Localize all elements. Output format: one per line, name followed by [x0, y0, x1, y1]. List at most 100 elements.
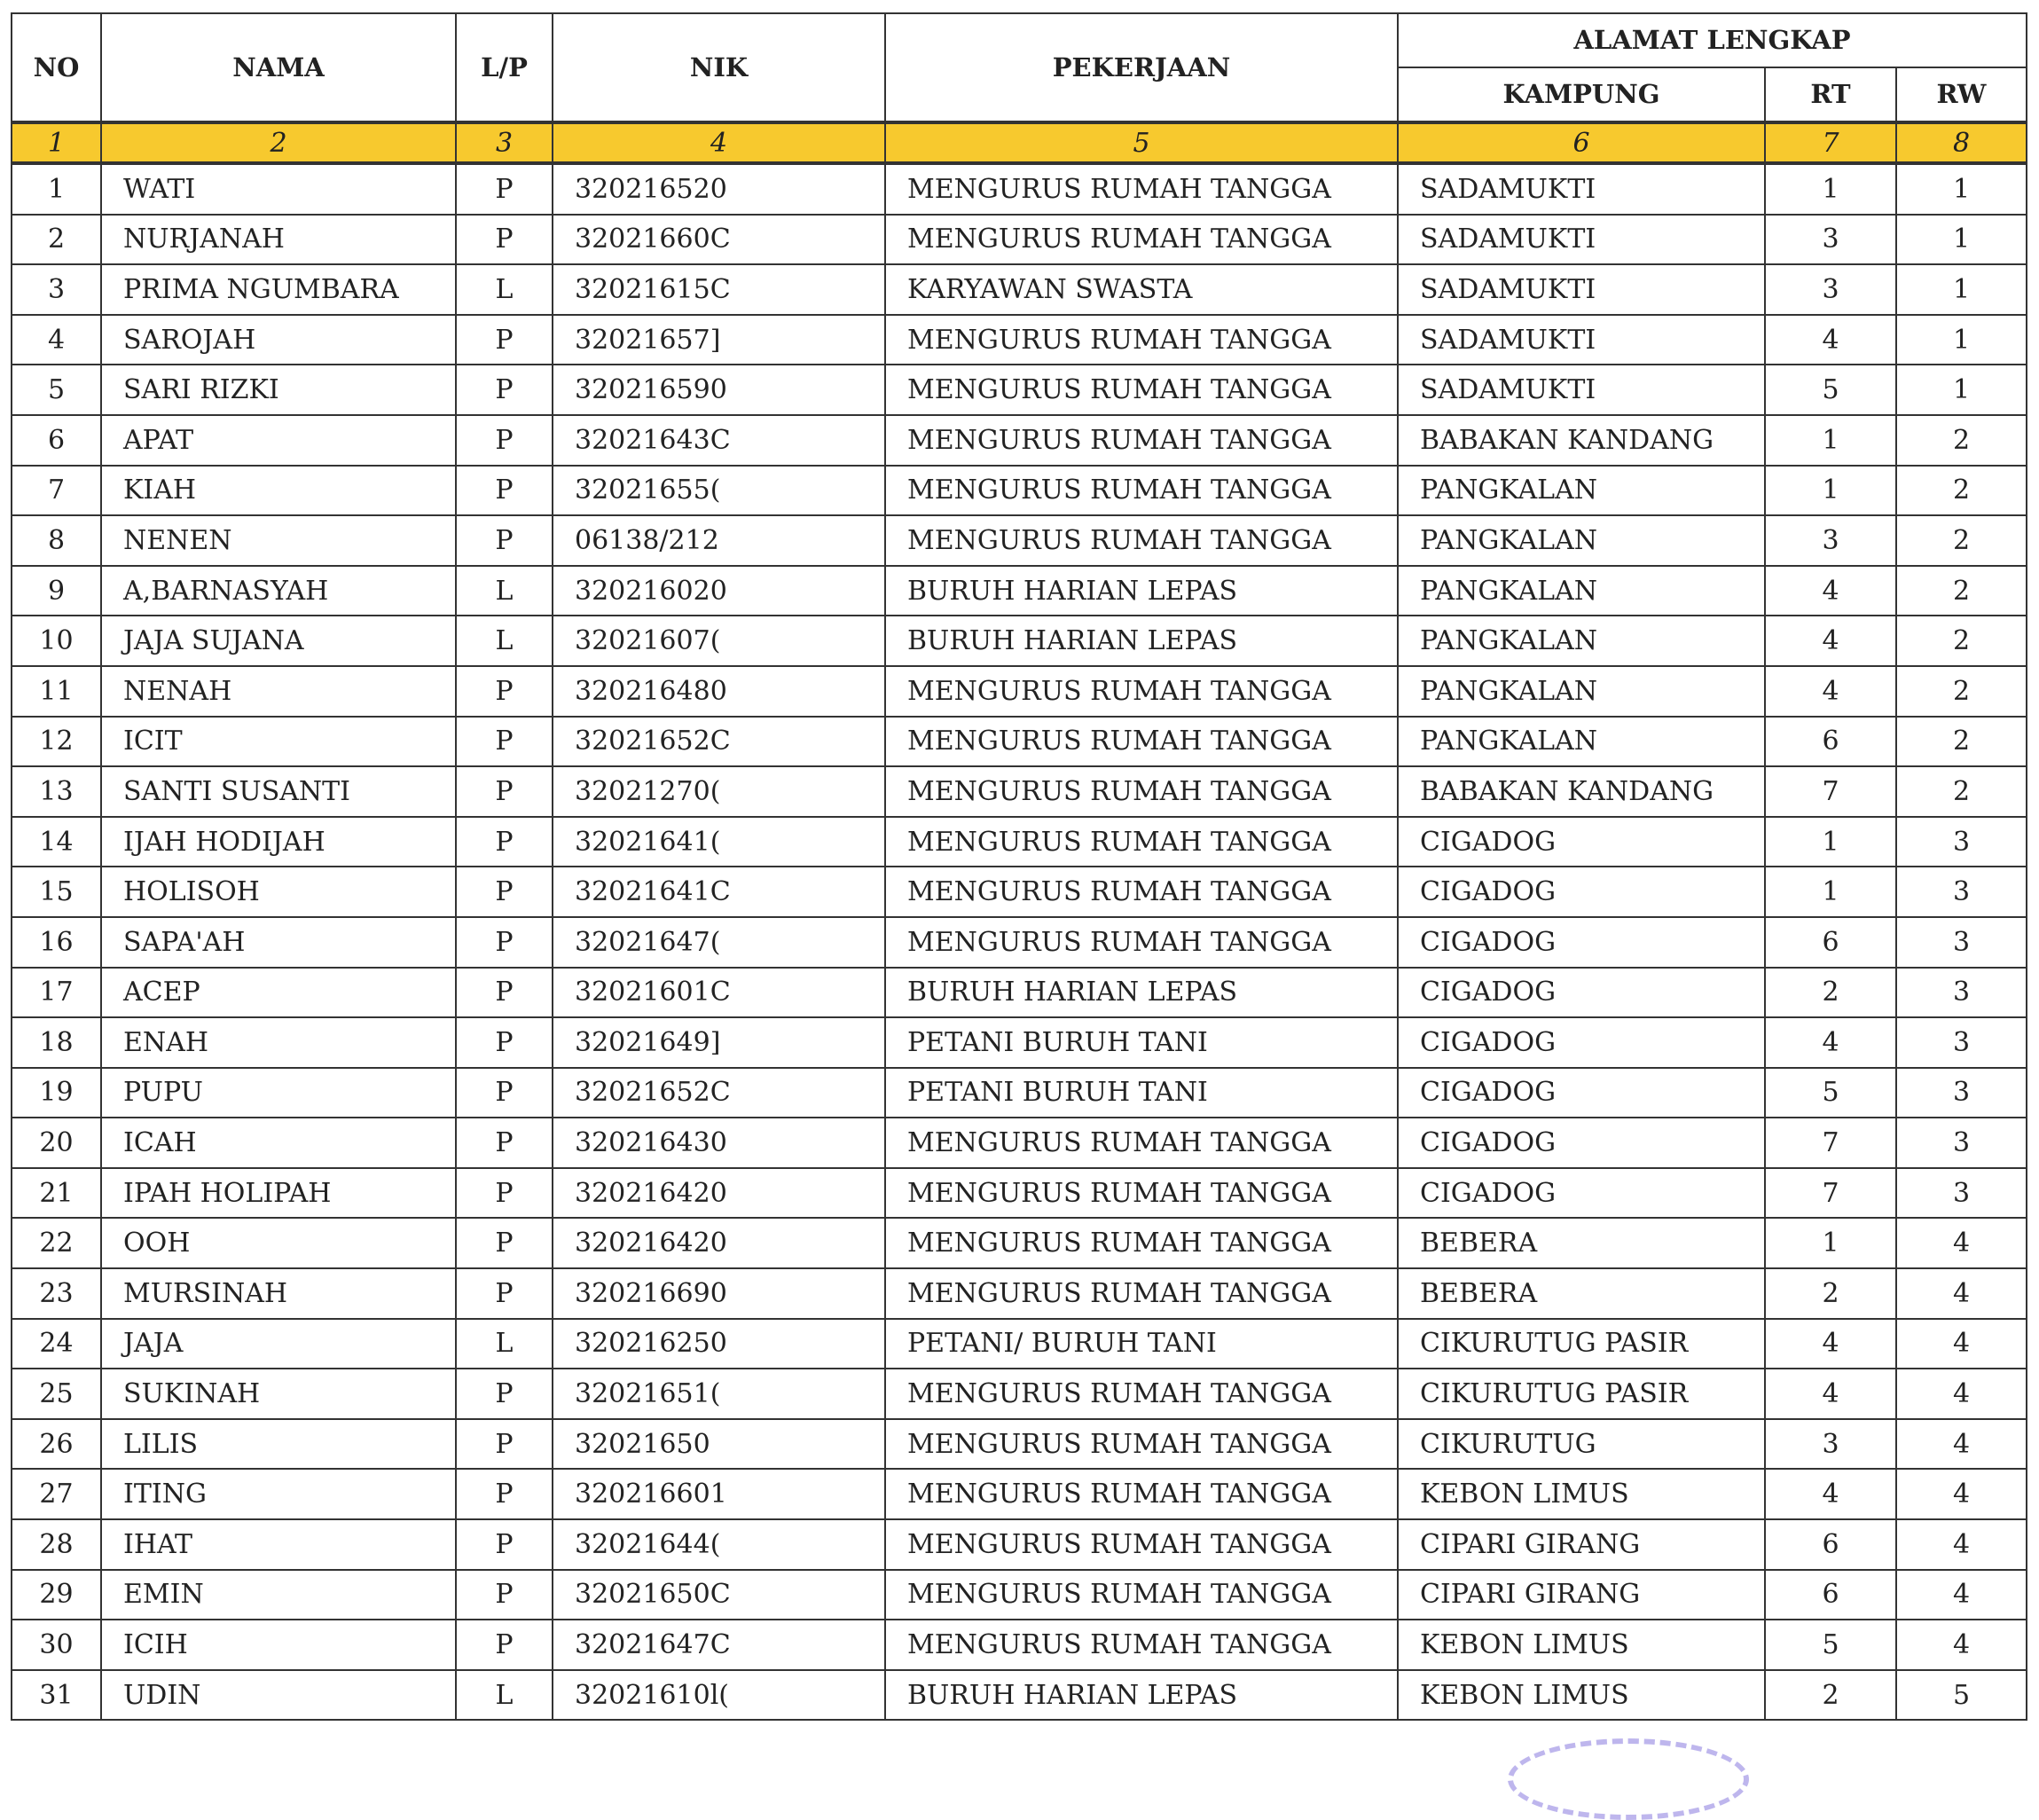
cell-lp: P	[455, 1468, 553, 1521]
cell-pekerjaan: MENGURUS RUMAH TANGGA	[884, 1117, 1399, 1169]
cell-no: 10	[11, 615, 102, 667]
cell-nik: 32021641C	[552, 866, 886, 918]
header-nik: NIK	[552, 12, 886, 123]
cell-rt: 1	[1764, 413, 1897, 467]
cell-kampung: BEBERA	[1397, 1267, 1766, 1320]
cell-no: 1	[11, 162, 102, 216]
column-number-row: 1 2 3 4 5 6 7 8	[11, 121, 2027, 165]
cell-pekerjaan: MENGURUS RUMAH TANGGA	[884, 1468, 1399, 1521]
cell-nik: 32021647(	[552, 915, 886, 969]
table-row: 4 SAROJAH P 32021657] MENGURUS RUMAH TANGGA S…	[11, 313, 2027, 366]
cell-nama: SUKINAH	[100, 1368, 457, 1420]
cell-no: 25	[11, 1368, 102, 1420]
cell-pekerjaan: MENGURUS RUMAH TANGGA	[884, 915, 1399, 969]
cell-rw: 3	[1895, 915, 2027, 969]
column-number: 6	[1397, 121, 1766, 165]
table-row: 28 IHAT P 32021644(MENGURUS RUMAH TANGGA CIP…	[11, 1518, 2027, 1571]
cell-nik: 32021601C	[552, 966, 886, 1019]
cell-kampung: SADAMUKTI	[1397, 313, 1766, 366]
cell-rw: 3	[1895, 1117, 2027, 1169]
table-row: 27 ITING P 320216601 MENGURUS RUMAH TANGGA KE…	[11, 1468, 2027, 1521]
cell-rw: 4	[1895, 1468, 2027, 1521]
cell-kampung: CIKURUTUG	[1397, 1417, 1766, 1471]
table-row: 30 ICIH P 32021647C MENGURUS RUMAH TANGGA KEB…	[11, 1619, 2027, 1671]
table-row: 19 PUPU P 32021652C PETANI BURUH TANI CIGADOG…	[11, 1066, 2027, 1119]
cell-rw: 4	[1895, 1619, 2027, 1671]
cell-rt: 2	[1764, 1668, 1897, 1722]
cell-nama: SARI RIZKI	[100, 364, 457, 416]
cell-nama: MURSINAH	[100, 1267, 457, 1320]
cell-lp: P	[455, 1267, 553, 1320]
cell-no: 2	[11, 213, 102, 266]
cell-no: 27	[11, 1468, 102, 1521]
cell-lp: L	[455, 615, 553, 667]
table-row: 22 OOH P 320216420 MENGURUS RUMAH TANGGA BEBE…	[11, 1217, 2027, 1270]
cell-no: 31	[11, 1668, 102, 1722]
cell-nik: 32021649]	[552, 1016, 886, 1069]
cell-pekerjaan: MENGURUS RUMAH TANGGA	[884, 1166, 1399, 1220]
cell-rt: 2	[1764, 966, 1897, 1019]
cell-rt: 4	[1764, 313, 1897, 366]
table-row: 3 PRIMA NGUMBARA L 32021615C KARYAWAN SWASTA…	[11, 263, 2027, 316]
cell-nik: 32021643C	[552, 413, 886, 467]
cell-pekerjaan: KARYAWAN SWASTA	[884, 263, 1399, 316]
cell-pekerjaan: MENGURUS RUMAH TANGGA	[884, 866, 1399, 918]
cell-nik: 32021607(	[552, 615, 886, 667]
cell-pekerjaan: BURUH HARIAN LEPAS	[884, 1668, 1399, 1722]
cell-kampung: CIGADOG	[1397, 815, 1766, 868]
cell-rt: 6	[1764, 1568, 1897, 1621]
cell-pekerjaan: MENGURUS RUMAH TANGGA	[884, 715, 1399, 768]
cell-kampung: PANGKALAN	[1397, 564, 1766, 617]
cell-nama: NURJANAH	[100, 213, 457, 266]
table-row: 31 UDIN L 32021610l(BURUH HARIAN LEPAS KEBON…	[11, 1668, 2027, 1722]
cell-nama: ITING	[100, 1468, 457, 1521]
cell-pekerjaan: PETANI BURUH TANI	[884, 1066, 1399, 1119]
cell-rw: 2	[1895, 564, 2027, 617]
cell-nik: 32021270(	[552, 765, 886, 818]
cell-rw: 2	[1895, 413, 2027, 467]
table-row: 24 JAJA L 320216250 PETANI/ BURUH TANI CIKURU…	[11, 1317, 2027, 1370]
cell-pekerjaan: MENGURUS RUMAH TANGGA	[884, 413, 1399, 467]
cell-lp: P	[455, 162, 553, 216]
cell-pekerjaan: MENGURUS RUMAH TANGGA	[884, 664, 1399, 718]
cell-pekerjaan: MENGURUS RUMAH TANGGA	[884, 464, 1399, 517]
cell-nik: 320216590	[552, 364, 886, 416]
cell-nama: APAT	[100, 413, 457, 467]
table-row: 20 ICAH P 320216430 MENGURUS RUMAH TANGGA CIG…	[11, 1117, 2027, 1169]
cell-no: 6	[11, 413, 102, 467]
cell-nik: 320216430	[552, 1117, 886, 1169]
cell-nik: 320216690	[552, 1267, 886, 1320]
cell-lp: P	[455, 715, 553, 768]
table-row: 18 ENAH P 32021649] PETANI BURUH TANI CIGADOG…	[11, 1016, 2027, 1069]
cell-kampung: SADAMUKTI	[1397, 263, 1766, 316]
cell-rt: 4	[1764, 615, 1897, 667]
cell-kampung: CIGADOG	[1397, 1016, 1766, 1069]
cell-rt: 4	[1764, 1468, 1897, 1521]
cell-nik: 32021641(	[552, 815, 886, 868]
cell-no: 3	[11, 263, 102, 316]
table-row: 8 NENEN P 06138/212 MENGURUS RUMAH TANGGA PAN…	[11, 514, 2027, 567]
cell-rt: 1	[1764, 815, 1897, 868]
cell-kampung: BEBERA	[1397, 1217, 1766, 1270]
header-no: NO	[11, 12, 102, 123]
cell-no: 15	[11, 866, 102, 918]
cell-pekerjaan: MENGURUS RUMAH TANGGA	[884, 815, 1399, 868]
cell-lp: P	[455, 1568, 553, 1621]
cell-nik: 320216020	[552, 564, 886, 617]
cell-nik: 32021615C	[552, 263, 886, 316]
column-number: 4	[552, 121, 886, 165]
cell-lp: P	[455, 364, 553, 416]
cell-rw: 2	[1895, 514, 2027, 567]
cell-no: 23	[11, 1267, 102, 1320]
cell-kampung: CIKURUTUG PASIR	[1397, 1368, 1766, 1420]
table-row: 17 ACEP P 32021601C BURUH HARIAN LEPAS CIGADO…	[11, 966, 2027, 1019]
cell-rw: 1	[1895, 162, 2027, 216]
cell-nama: IHAT	[100, 1518, 457, 1571]
column-number: 3	[455, 121, 553, 165]
cell-pekerjaan: MENGURUS RUMAH TANGGA	[884, 364, 1399, 416]
column-number: 1	[11, 121, 102, 165]
cell-lp: P	[455, 664, 553, 718]
cell-kampung: BABAKAN KANDANG	[1397, 413, 1766, 467]
cell-lp: P	[455, 1066, 553, 1119]
cell-pekerjaan: MENGURUS RUMAH TANGGA	[884, 1267, 1399, 1320]
